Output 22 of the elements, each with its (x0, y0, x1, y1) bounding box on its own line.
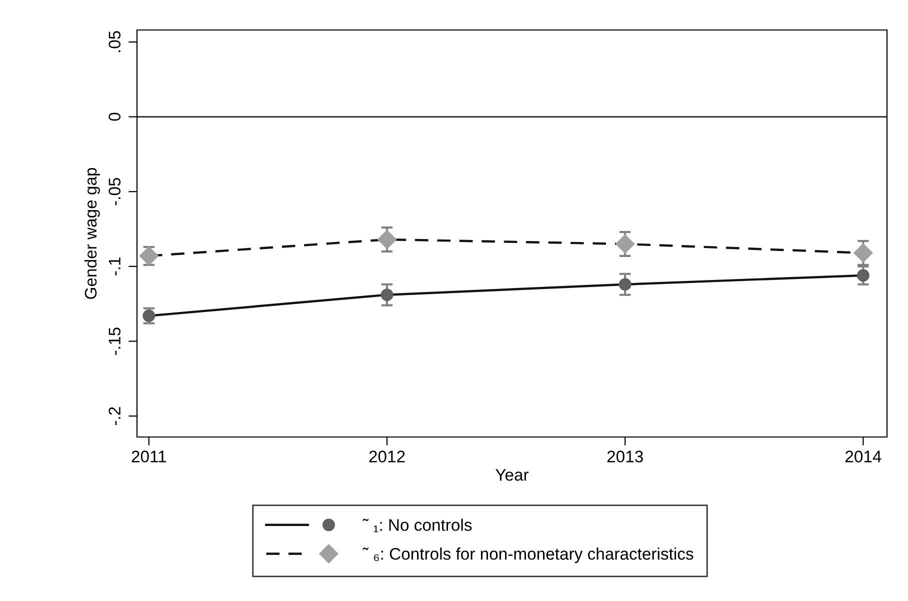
y-tick-label: -.05 (108, 178, 121, 206)
legend-label: ˜ ₁: No controls (362, 518, 472, 532)
x-tick-label: 2012 (369, 450, 405, 462)
x-tick-label: 2013 (607, 450, 643, 462)
y-axis-title: Gender wage gap (84, 168, 100, 299)
point (380, 288, 394, 302)
x-tick-label: 2011 (132, 450, 166, 462)
point (142, 310, 156, 322)
y-tick-label: -.1 (108, 258, 120, 276)
x-tick-label: 2014 (845, 450, 882, 462)
y-tick-label: -.15 (108, 328, 121, 355)
legend-label: ˜ ₆: Controls for non-monetary characteristics (362, 548, 694, 564)
point (616, 234, 635, 254)
point (377, 230, 397, 250)
x-axis-title: Year (496, 469, 529, 481)
point (618, 278, 632, 291)
y-tick-label: 0 (108, 112, 121, 121)
y-tick-label: -.2 (108, 407, 120, 426)
point (139, 246, 158, 266)
point (856, 269, 870, 282)
point (854, 243, 873, 262)
y-tick-label: .05 (108, 31, 121, 52)
